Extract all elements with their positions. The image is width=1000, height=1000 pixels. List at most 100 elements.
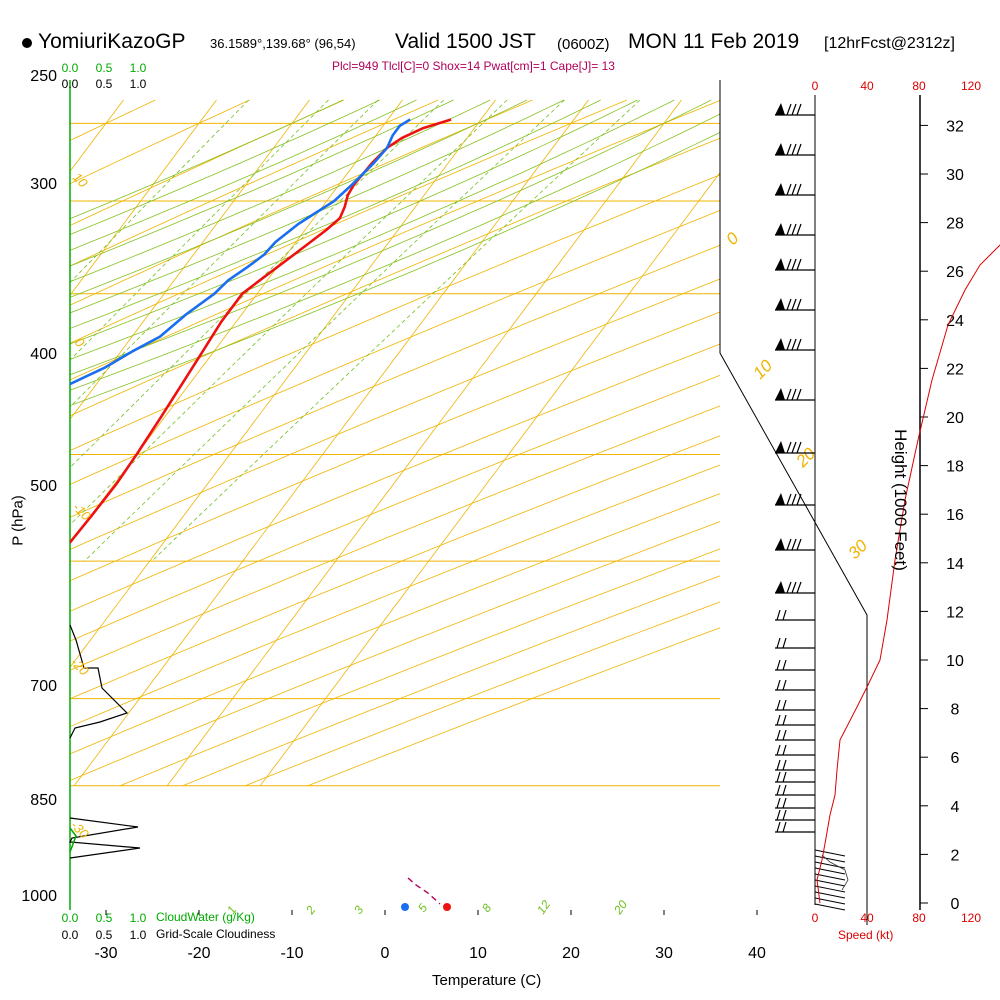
cloudiness-profile-low — [69, 817, 141, 859]
wind-barb — [775, 679, 815, 691]
wind-barb — [775, 809, 815, 821]
dry-adiabat — [70, 99, 439, 267]
wind-barb-low — [814, 897, 846, 905]
dry-adiabat-label: 0 — [72, 335, 88, 351]
wind-barb — [775, 714, 815, 726]
cloudiness-tick-bottom: 0.0 — [62, 928, 79, 942]
wind-barb — [775, 729, 815, 741]
speed-tick-top: 0 — [812, 79, 819, 93]
dry-adiabat — [182, 575, 720, 787]
station-coords: 36.1589°,139.68° (96,54) — [210, 36, 356, 51]
wind-panel-border — [719, 80, 868, 925]
wind-barb — [775, 659, 815, 671]
dewpoint-line — [70, 118, 411, 386]
height-tick-label: 30 — [946, 167, 964, 184]
cloudiness-tick-bottom: 1.0 — [130, 928, 147, 942]
speed-tick-bottom: 120 — [961, 911, 981, 925]
pressure-tick-label: 300 — [30, 176, 57, 193]
dry-adiabat — [70, 464, 720, 728]
cloudwater-tick-bottom: 1.0 — [130, 911, 147, 925]
speed-tick-bottom: 0 — [812, 911, 819, 925]
height-tick-label: 12 — [946, 604, 964, 621]
dry-adiabat — [70, 343, 720, 612]
dry-adiabat — [70, 100, 720, 381]
wind-barb-low — [814, 873, 846, 881]
dry-adiabat — [70, 435, 720, 700]
pressure-tick-label: 500 — [30, 478, 57, 495]
moist-adiabat — [70, 99, 380, 236]
dry-adiabat — [70, 278, 720, 550]
cloudwater-tick-top: 0.0 — [62, 61, 79, 75]
dry-adiabat — [245, 601, 720, 787]
dry-adiabat — [120, 548, 720, 787]
height-tick-label: 20 — [946, 410, 964, 427]
wind-barb-low — [814, 861, 846, 869]
isotherm-line — [70, 99, 403, 544]
station-dot-icon — [22, 38, 32, 48]
speed-tick-bottom: 40 — [860, 911, 874, 925]
wind-barb — [775, 143, 815, 156]
wind-speed-profile — [816, 244, 1000, 904]
cloudiness-tick-top: 0.5 — [96, 77, 113, 91]
temperature-tick-label: -30 — [94, 945, 117, 962]
height-tick-label: 4 — [951, 799, 960, 816]
wind-barb — [775, 784, 815, 796]
mixing-ratio-line — [151, 99, 641, 562]
dry-adiabat — [70, 311, 720, 582]
x-axis-label: Temperature (C) — [432, 972, 542, 989]
temperature-tick-label: 10 — [469, 945, 487, 962]
cloudwater-profile — [69, 827, 77, 853]
temperature-tick-label: 20 — [562, 945, 580, 962]
temperature-tick-label: 0 — [381, 945, 390, 962]
valid-time: Valid 1500 JST — [395, 30, 536, 53]
moist-adiabat — [70, 99, 417, 251]
wind-barb — [775, 699, 815, 711]
dry-adiabat-label: 10 — [70, 170, 91, 191]
isotherm-line — [259, 171, 720, 786]
dry-adiabat — [70, 493, 720, 755]
cloudiness-tick-bottom: 0.5 — [96, 928, 113, 942]
wind-barb — [775, 637, 815, 649]
wind-barb — [775, 797, 815, 809]
height-tick-label: 26 — [946, 264, 964, 281]
isotherm-label: 30 — [844, 536, 871, 563]
moist-adiabat — [70, 99, 528, 298]
moist-adiabat — [70, 99, 454, 267]
wind-barb — [775, 298, 815, 311]
mixing-ratio-line — [70, 99, 249, 284]
mixing-ratio-label: 12 — [534, 897, 553, 916]
stability-indices: Plcl=949 Tlcl[C]=0 Shox=14 Pwat[cm]=1 Ca… — [332, 59, 615, 73]
wind-barb — [775, 759, 815, 771]
valid-date: MON 11 Feb 2019 — [628, 30, 800, 53]
height-tick-label: 14 — [946, 556, 964, 573]
height-tick-label: 16 — [946, 507, 964, 524]
cloudwater-label: CloudWater (g/Kg) — [156, 910, 255, 924]
wind-barb — [775, 223, 815, 236]
cloudiness-profile — [69, 624, 129, 739]
wind-barb-low — [814, 849, 846, 857]
wind-barb-low — [814, 903, 846, 911]
wind-barb — [775, 338, 815, 351]
moist-adiabat — [70, 99, 565, 314]
station-name: YomiuriKazoGP — [38, 30, 186, 53]
wind-barb — [775, 609, 815, 621]
isotherm-line — [70, 99, 310, 420]
temperature-line — [70, 118, 452, 545]
wind-barb — [775, 183, 815, 196]
surface-markers — [401, 903, 451, 911]
dry-adiabat — [70, 99, 250, 185]
temperature-tick-label: -10 — [280, 945, 303, 962]
height-tick-label: 28 — [946, 216, 964, 233]
height-tick-label: 18 — [946, 459, 964, 476]
surface-temperature-dot — [443, 903, 451, 911]
pressure-tick-label: 250 — [30, 68, 57, 85]
wind-barb — [775, 103, 815, 116]
isotherm-line — [73, 99, 589, 786]
cloudiness-tick-top: 0.0 — [62, 77, 79, 91]
moist-adiabat — [70, 99, 712, 376]
dry-adiabat — [70, 99, 533, 306]
dry-adiabat — [70, 374, 720, 642]
mixing-ratio-label: 5 — [415, 901, 430, 915]
